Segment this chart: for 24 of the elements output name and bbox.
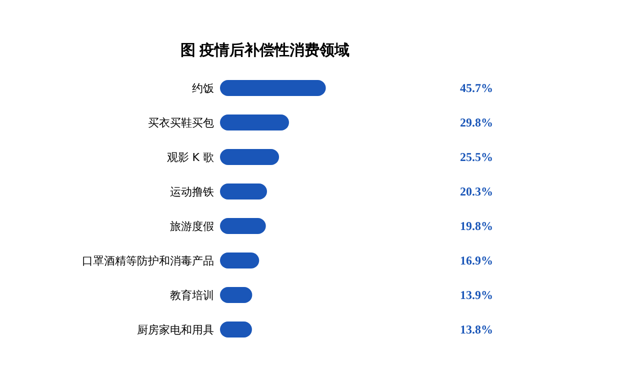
- data-label: 25.5%: [460, 150, 493, 164]
- bar: [220, 184, 267, 200]
- y-tick-label: 教育培训: [170, 289, 214, 302]
- y-tick-label: 口罩酒精等防护和消毒产品: [82, 254, 214, 268]
- data-label: 19.8%: [460, 219, 493, 233]
- data-label: 16.9%: [460, 254, 493, 268]
- data-label: 29.8%: [460, 116, 493, 130]
- bar: [220, 218, 266, 234]
- y-tick-label: 买衣买鞋买包: [148, 116, 214, 130]
- y-tick-label: 观影 K 歌: [166, 151, 214, 164]
- bar: [220, 114, 289, 130]
- data-label: 13.9%: [460, 288, 493, 302]
- chart-title: 图 疫情后补偿性消费领域: [180, 41, 350, 59]
- data-label: 20.3%: [460, 184, 493, 198]
- y-tick-label: 旅游度假: [170, 220, 214, 233]
- bar: [220, 252, 260, 268]
- y-tick-label: 运动撸铁: [170, 186, 214, 198]
- data-label: 45.7%: [460, 81, 493, 95]
- bar: [220, 80, 326, 96]
- data-label: 13.8%: [460, 322, 493, 336]
- bar: [220, 149, 280, 165]
- y-tick-label: 约饭: [192, 82, 214, 95]
- y-tick-label: 厨房家电和用具: [137, 324, 214, 336]
- bar: [220, 322, 252, 338]
